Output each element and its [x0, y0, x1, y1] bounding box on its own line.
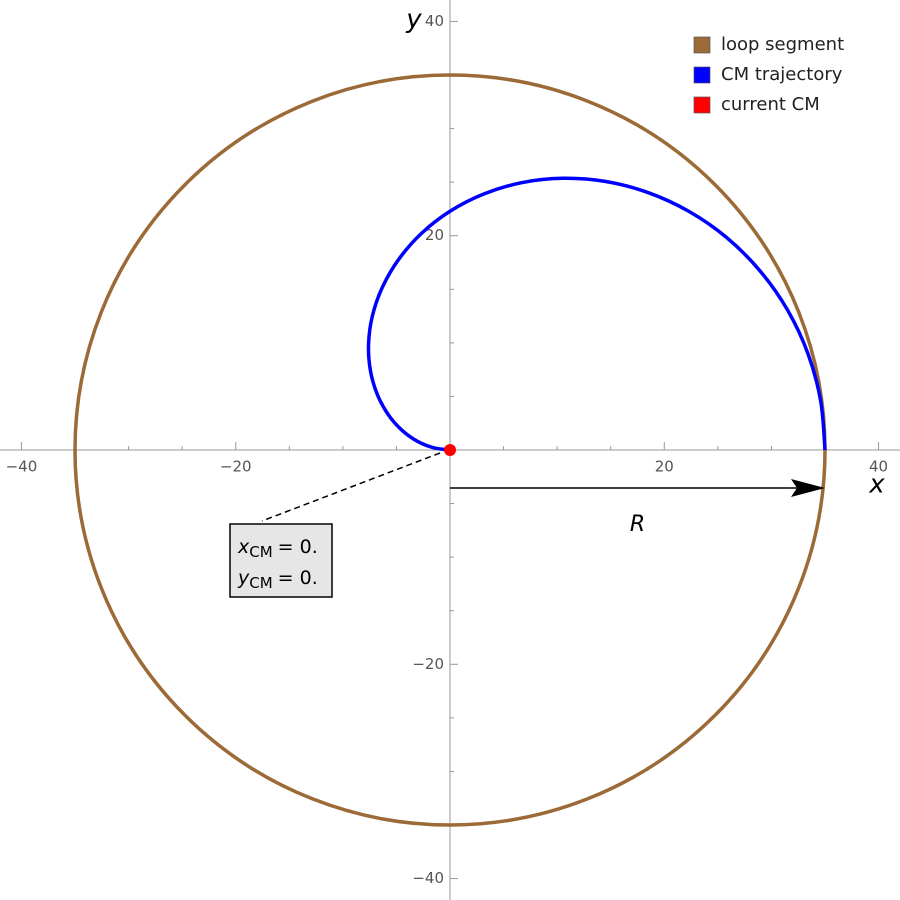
callout-value: = 0. [278, 567, 318, 589]
arrow-label: R [630, 512, 645, 537]
y-axis-label: y [405, 5, 422, 35]
legend-label: CM trajectory [721, 64, 843, 85]
legend-label: loop segment [721, 34, 844, 55]
arrow-head [791, 479, 825, 497]
callout-symbol: y [237, 567, 250, 589]
callout-leader [261, 452, 441, 522]
y-tick-label: 20 [425, 226, 444, 244]
x-tick-label: 40 [869, 458, 888, 476]
legend-swatch [693, 66, 711, 84]
callout-subscript: CM [249, 574, 272, 592]
callout-symbol: x [237, 536, 250, 558]
callout-line: xCM = 0. [237, 536, 318, 561]
x-axis-label: x [868, 470, 885, 500]
y-tick-label: 40 [425, 12, 444, 30]
callout-box [229, 523, 333, 598]
legend-label: current CM [721, 94, 820, 115]
callout-subscript: CM [249, 543, 272, 561]
y-tick-label: −40 [412, 869, 444, 887]
cm-trajectory [366, 176, 827, 452]
callout-value: = 0. [278, 536, 318, 558]
x-tick-label: −20 [220, 458, 252, 476]
legend-swatch [693, 96, 711, 114]
x-tick-label: 20 [655, 458, 674, 476]
callout-line: yCM = 0. [237, 567, 318, 592]
legend-swatch [693, 36, 711, 54]
y-tick-label: −20 [412, 655, 444, 673]
current-cm [444, 444, 456, 456]
x-tick-label: −40 [6, 458, 38, 476]
